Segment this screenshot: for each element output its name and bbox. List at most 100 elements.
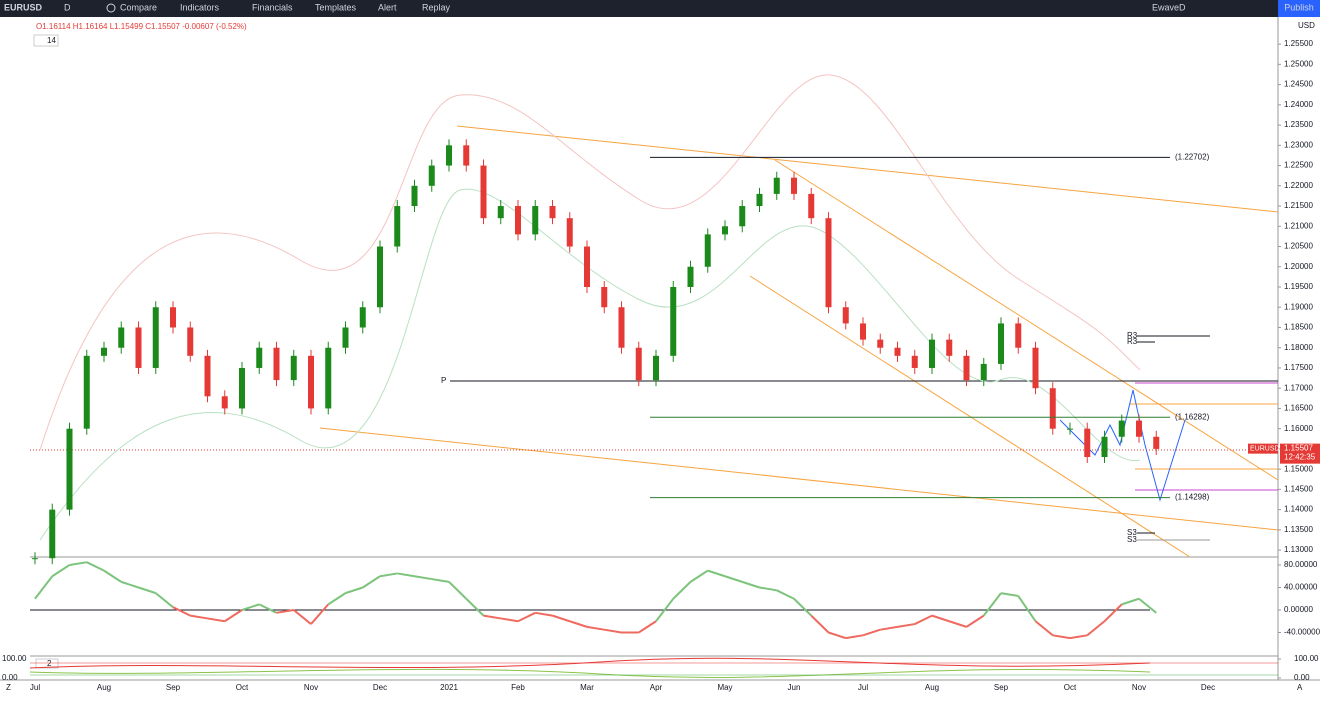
candle	[911, 355, 918, 368]
replay[interactable]: Replay	[422, 2, 451, 12]
oscillator-segment	[207, 617, 225, 623]
trendline	[319, 427, 1279, 531]
y-tick-label: 1.17000	[1284, 383, 1313, 392]
interval[interactable]: D	[64, 2, 71, 12]
candle	[290, 355, 297, 381]
candle	[894, 347, 901, 356]
candle	[1067, 428, 1073, 430]
y-tick-label: 1.20000	[1284, 262, 1313, 271]
y-tick-label: 1.18000	[1284, 343, 1313, 352]
toolbar	[0, 0, 1320, 17]
ohlc-legend: O1.16114 H1.16164 L1.15499 C1.15507 -0.0…	[36, 22, 247, 31]
candle	[756, 193, 763, 207]
oscillator-segment	[1000, 592, 1019, 597]
level-label: (1.14298)	[1175, 493, 1210, 502]
financials[interactable]: Financials	[252, 2, 293, 12]
candle	[101, 347, 107, 356]
y-tick-label: 0.00	[1294, 673, 1310, 682]
oscillator-segment	[845, 634, 864, 640]
oscillator-segment	[517, 611, 536, 623]
x-tick-label: Aug	[925, 683, 939, 692]
symbol[interactable]: EURUSD	[4, 2, 43, 12]
candle	[532, 206, 539, 235]
oscillator-segment	[1052, 634, 1071, 640]
oscillator-segment	[793, 598, 812, 617]
y-tick-label: 0.00	[2, 673, 18, 682]
y-tick-label: -40.00000	[1284, 628, 1320, 637]
lower-line	[29, 668, 1151, 678]
oscillator-segment	[362, 575, 381, 589]
candle	[497, 206, 504, 219]
oscillator-segment	[120, 580, 139, 589]
y-tick-label: 1.25500	[1284, 39, 1313, 48]
candle	[584, 246, 590, 287]
oscillator-segment	[448, 581, 467, 600]
oscillator-segment	[69, 561, 87, 566]
y-tick-label: 1.13500	[1284, 525, 1313, 534]
oscillator-segment	[759, 586, 777, 592]
y-tick-label: 1.17500	[1284, 363, 1313, 372]
level-label: (1.16282)	[1175, 412, 1210, 421]
oscillator-segment	[724, 575, 743, 583]
candle	[808, 193, 815, 219]
candle	[842, 307, 849, 324]
price-tag	[1280, 443, 1320, 464]
y-tick-label: 1.18500	[1284, 323, 1313, 332]
y-tick-label: 1.20500	[1284, 242, 1313, 251]
x-tick-label: Oct	[236, 683, 249, 692]
oscillator-segment	[379, 572, 398, 578]
y-tick-label: 1.16500	[1284, 404, 1313, 413]
candle	[773, 177, 780, 194]
compare[interactable]: Compare	[120, 2, 157, 12]
trendline	[749, 275, 1191, 558]
oscillator-segment	[190, 614, 208, 620]
publish[interactable]: Publish	[1284, 2, 1314, 12]
timezone-button[interactable]: Z	[6, 683, 11, 692]
candle	[946, 339, 953, 356]
oscillator-segment	[569, 620, 588, 628]
auto-scale-button[interactable]: A	[1297, 683, 1303, 692]
oscillator-segment	[414, 575, 432, 581]
oscillator-segment	[138, 586, 157, 595]
oscillator-segment	[172, 606, 191, 617]
oscillator-segment	[327, 592, 347, 606]
layout-name[interactable]: EwaveD	[1152, 2, 1186, 12]
y-tick-label: 1.23000	[1284, 140, 1313, 149]
oscillator-segment	[310, 603, 330, 625]
y-tick-label: 1.13000	[1284, 545, 1313, 554]
candle	[308, 355, 314, 409]
oscillator-segment	[672, 581, 692, 600]
candle	[515, 206, 521, 235]
candle	[480, 165, 487, 219]
publish-button[interactable]	[1278, 0, 1320, 17]
oscillator-segment	[535, 611, 553, 617]
candle	[428, 165, 435, 186]
y-tick-label: 1.14500	[1284, 485, 1313, 494]
y-tick-label: 1.15000	[1284, 464, 1313, 473]
x-tick-label: Aug	[97, 683, 111, 692]
oscillator-segment	[828, 631, 847, 640]
oscillator-segment	[86, 561, 105, 572]
oscillator-segment	[293, 609, 312, 625]
indicators[interactable]: Indicators	[180, 2, 220, 12]
oscillator-segment	[604, 628, 622, 634]
candle	[980, 363, 987, 381]
x-tick-label: Nov	[1132, 683, 1146, 692]
oscillator-segment	[465, 598, 485, 617]
candle	[1136, 420, 1142, 437]
x-tick-label: Apr	[650, 683, 663, 692]
oscillator-segment	[655, 598, 675, 622]
level-label: (1.22702)	[1175, 152, 1210, 161]
x-tick-label: Dec	[1201, 683, 1215, 692]
alert[interactable]: Alert	[378, 2, 397, 12]
candle	[32, 558, 38, 560]
candle	[722, 226, 728, 235]
templates[interactable]: Templates	[315, 2, 357, 12]
candle	[325, 347, 332, 409]
wave-projection	[1059, 389, 1186, 502]
oscillator-segment	[1103, 603, 1123, 622]
bollinger-upper	[39, 74, 1141, 451]
y-tick-label: 40.00000	[1284, 583, 1318, 592]
candle	[635, 347, 642, 381]
oscillator-segment	[689, 569, 709, 583]
